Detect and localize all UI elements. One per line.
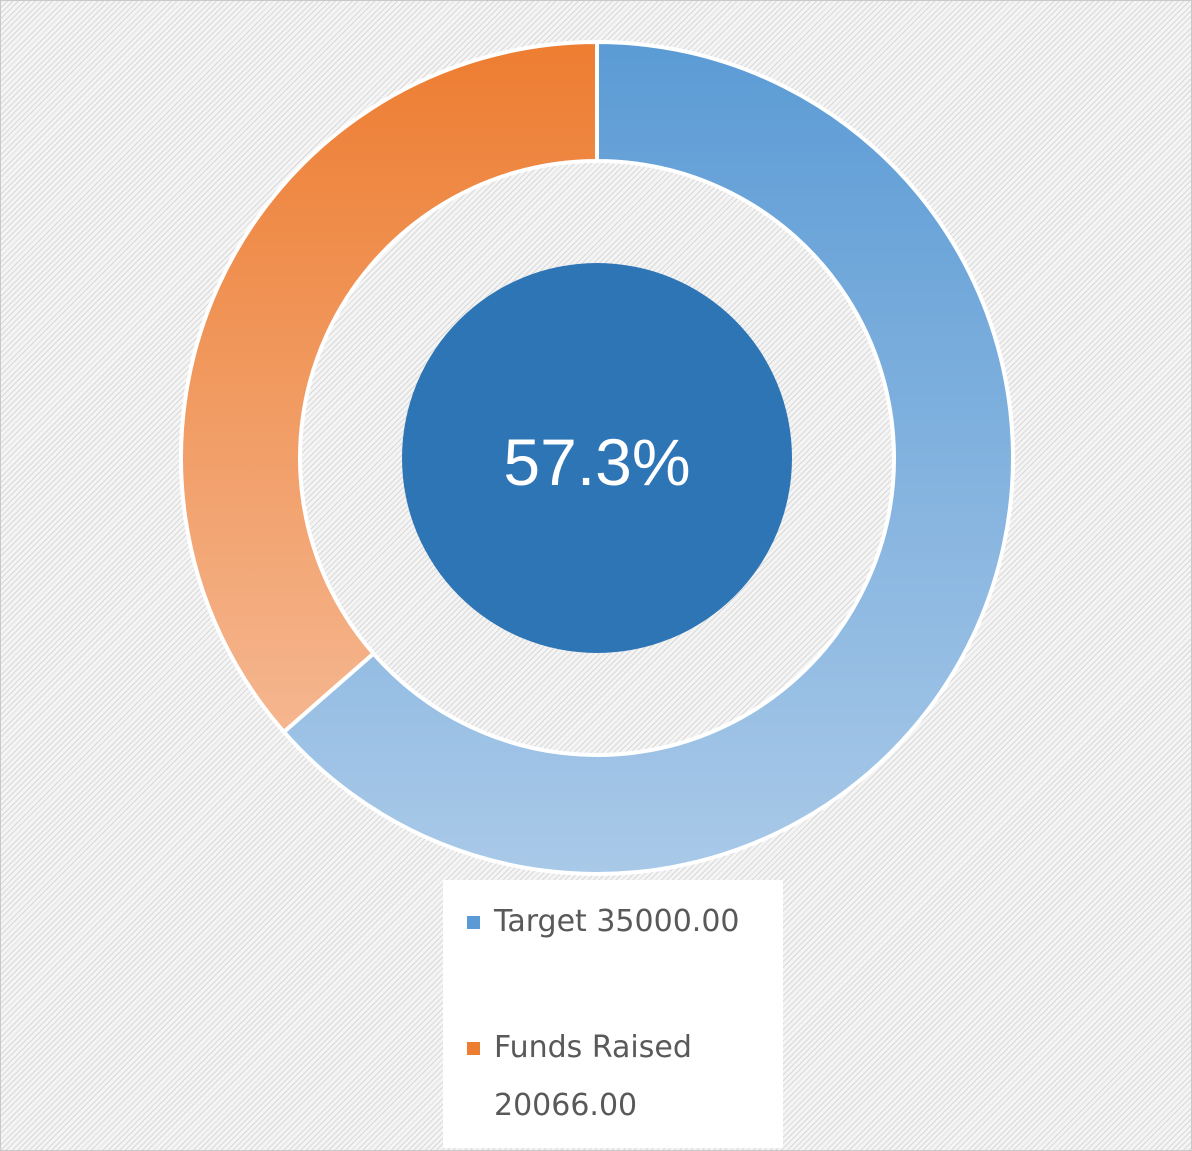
legend-item-target: Target 35000.00 [467,893,767,951]
legend-item-funds-raised: Funds Raised 20066.00 [467,1019,767,1135]
slice-funds-raised [179,39,599,735]
center-circle [402,263,792,653]
legend-label-target: Target 35000.00 [494,904,740,939]
center-percentage-label: 57.3% [503,425,690,499]
slice-target [281,39,1015,876]
legend-panel [443,880,783,1148]
legend-swatch-funds-raised [467,1042,480,1055]
legend-label-funds-raised: Funds Raised 20066.00 [494,1030,692,1123]
legend-swatch-target [467,916,480,929]
